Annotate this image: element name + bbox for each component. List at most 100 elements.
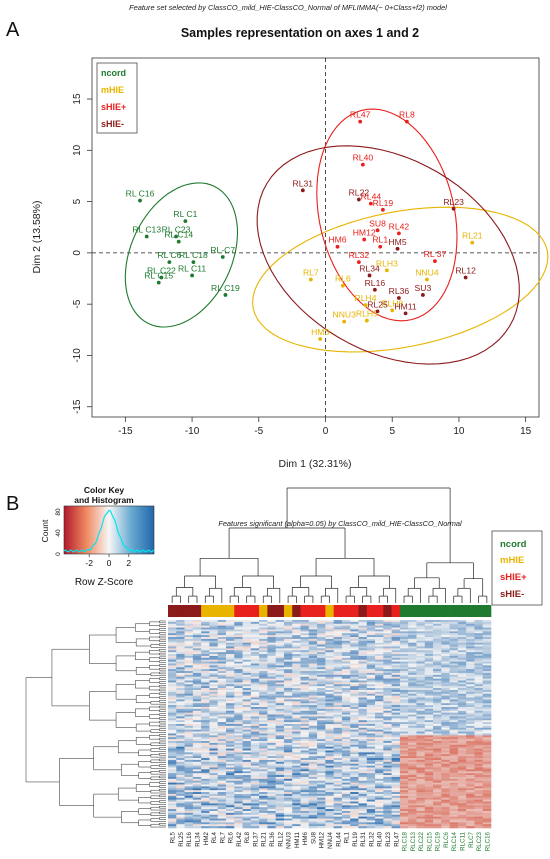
heatmap-cell bbox=[217, 724, 227, 727]
point-label: HM12 bbox=[353, 228, 376, 238]
heatmap-cell bbox=[225, 801, 235, 804]
heatmap-cell bbox=[416, 750, 426, 753]
heatmap-cell bbox=[267, 792, 276, 795]
heatmap-cell bbox=[192, 625, 202, 628]
heatmap-cell bbox=[275, 778, 285, 782]
heatmap-cell bbox=[441, 820, 450, 823]
heatmap-cell bbox=[416, 720, 426, 723]
heatmap-cell bbox=[184, 803, 194, 806]
heatmap-cell bbox=[449, 644, 459, 647]
heatmap-cell bbox=[391, 778, 401, 782]
heatmap-cell bbox=[300, 724, 310, 727]
heatmap-cell bbox=[292, 733, 301, 736]
heatmap-cell bbox=[209, 814, 218, 817]
heatmap-cell bbox=[358, 706, 368, 710]
heatmap-cell bbox=[250, 731, 260, 734]
heatmap-cell bbox=[325, 799, 334, 802]
heatmap-cell bbox=[317, 712, 326, 715]
heatmap-cell bbox=[375, 790, 384, 793]
heatmap-cell bbox=[482, 803, 492, 806]
heatmap-cell bbox=[250, 680, 260, 683]
heatmap-cell bbox=[234, 733, 243, 736]
heatmap-cell bbox=[466, 737, 475, 740]
heatmap-cell bbox=[283, 665, 293, 668]
heatmap-cell bbox=[259, 795, 268, 799]
heatmap-cell bbox=[275, 667, 285, 670]
heatmap-cell bbox=[209, 795, 218, 799]
heatmap-cell bbox=[267, 739, 276, 742]
heatmap-cell bbox=[424, 627, 434, 630]
heatmap-cell bbox=[408, 750, 417, 753]
heatmap-cell bbox=[250, 682, 260, 685]
heatmap-cell bbox=[308, 803, 318, 806]
heatmap-cell bbox=[217, 795, 227, 799]
heatmap-cell bbox=[292, 644, 301, 647]
ellipse-ncord bbox=[124, 182, 239, 328]
heatmap-cell bbox=[399, 739, 409, 742]
heatmap-cell bbox=[242, 754, 252, 757]
heatmap-cell bbox=[466, 720, 475, 723]
heatmap-cell bbox=[383, 741, 392, 744]
heatmap-cell bbox=[424, 807, 434, 810]
heatmap-cell bbox=[341, 750, 351, 753]
heatmap-cell bbox=[234, 654, 243, 657]
heatmap-cell bbox=[341, 714, 351, 717]
heatmap-cell bbox=[283, 699, 293, 702]
heatmap-cell bbox=[168, 671, 177, 674]
point-label: RL23 bbox=[443, 197, 464, 207]
heatmap-cell bbox=[192, 814, 202, 817]
heatmap-cell bbox=[283, 710, 293, 713]
heatmap-cell bbox=[433, 638, 442, 642]
heatmap-cell bbox=[333, 689, 343, 693]
heatmap-cell bbox=[168, 790, 177, 793]
heatmap-cell bbox=[375, 748, 384, 751]
heatmap-cell bbox=[317, 733, 326, 736]
point-label: RL C16 bbox=[126, 189, 155, 199]
heatmap-cell bbox=[168, 816, 177, 819]
heatmap-cell bbox=[391, 688, 401, 691]
heatmap-cell bbox=[441, 725, 450, 729]
heatmap-cell bbox=[449, 784, 459, 787]
heatmap-cell bbox=[383, 620, 392, 623]
heatmap-cell bbox=[449, 763, 459, 766]
heatmap-cell bbox=[350, 731, 359, 734]
heatmap-cell bbox=[275, 684, 285, 687]
heatmap-cell bbox=[192, 688, 202, 691]
heatmap-cell bbox=[358, 716, 368, 719]
heatmap-cell bbox=[457, 712, 467, 715]
heatmap-cell bbox=[275, 712, 285, 715]
heatmap-cell bbox=[474, 638, 484, 642]
heatmap-cell bbox=[242, 650, 252, 653]
heatmap-cell bbox=[259, 727, 268, 730]
heatmap-cell bbox=[308, 818, 318, 821]
heatmap-cell bbox=[474, 803, 484, 806]
heatmap-cell bbox=[457, 752, 467, 755]
heatmap-cell bbox=[325, 714, 334, 717]
heatmap-cell bbox=[391, 665, 401, 668]
heatmap-cell bbox=[325, 676, 334, 679]
heatmap-cell bbox=[441, 816, 450, 819]
heatmap-cell bbox=[250, 695, 260, 698]
heatmap-cell bbox=[250, 776, 260, 780]
heatmap-cell bbox=[300, 652, 310, 655]
heatmap-cell bbox=[383, 788, 392, 791]
heatmap-cell bbox=[217, 699, 227, 702]
heatmap-cell bbox=[275, 629, 285, 632]
heatmap-cell bbox=[176, 792, 185, 795]
heatmap-cell bbox=[283, 674, 293, 678]
heatmap-cell bbox=[275, 627, 285, 630]
heatmap-cell bbox=[259, 635, 268, 638]
heatmap-cell bbox=[383, 763, 392, 766]
y-tick-label: 10 bbox=[72, 144, 83, 156]
heatmap-cell bbox=[358, 686, 368, 689]
heatmap-cell bbox=[424, 680, 434, 683]
heatmap-cell bbox=[457, 657, 467, 661]
heatmap-cell bbox=[441, 701, 450, 704]
heatmap-cell bbox=[424, 788, 434, 791]
heatmap-cell bbox=[275, 776, 285, 780]
heatmap-cell bbox=[217, 744, 227, 747]
heatmap-cell bbox=[433, 797, 442, 800]
heatmap-cell bbox=[399, 635, 409, 638]
heatmap-cell bbox=[482, 793, 492, 797]
heatmap-cell bbox=[433, 759, 442, 763]
